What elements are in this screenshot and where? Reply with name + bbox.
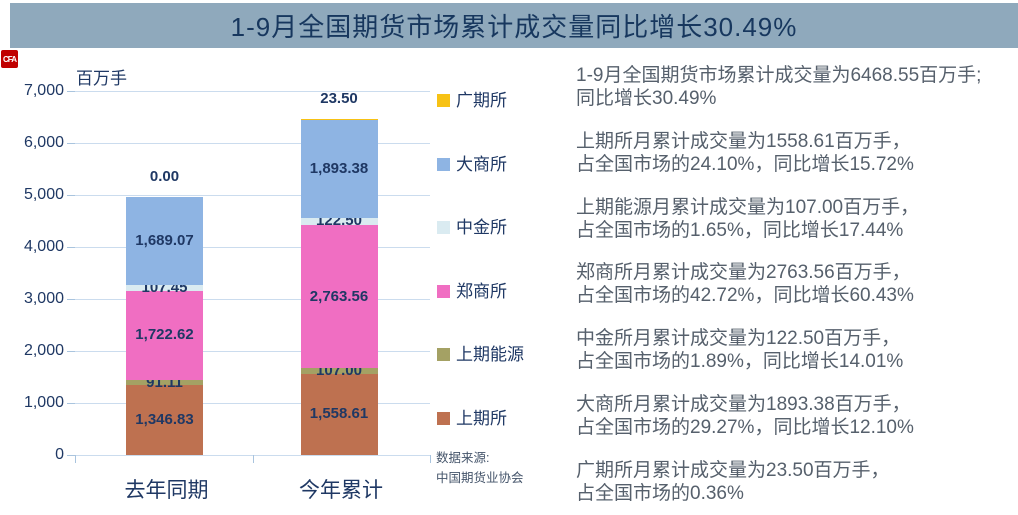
legend-swatch-icon	[437, 284, 450, 298]
legend-item-上期所: 上期所	[437, 409, 507, 428]
annotation-line: 1-9月全国期货市场累计成交量为6468.55百万手;	[576, 65, 982, 86]
x-axis-tick	[75, 455, 76, 463]
y-axis-tick	[67, 91, 75, 92]
data-source-name: 中国期货业协会	[436, 471, 524, 485]
bar-value-label: 0.00	[149, 168, 180, 186]
y-tick-label: 7,000	[23, 82, 64, 99]
y-tick-label: 0	[55, 446, 64, 463]
annotation-paragraph: 大商所月累计成交量为1893.38百万手， 占全国市场的29.27%，同比增长12…	[576, 393, 1016, 439]
annotation-paragraph: 中金所月累计成交量为122.50百万手， 占全国市场的1.89%，同比增长14.0…	[576, 327, 1016, 373]
bar-value-label: 1,893.38	[309, 160, 369, 178]
gridline	[75, 351, 430, 352]
y-tick-label: 5,000	[23, 186, 64, 203]
legend-label: 大商所	[456, 154, 507, 174]
y-tick-label: 3,000	[23, 290, 64, 307]
legend-swatch-icon	[437, 348, 450, 362]
cfa-logo-icon: CFA	[1, 50, 18, 68]
bar-value-label: 1,689.07	[135, 232, 194, 250]
gridline	[75, 143, 430, 144]
annotation-line: 占全国市场的29.27%，同比增长12.10%	[576, 417, 914, 438]
legend-label: 郑商所	[456, 281, 507, 301]
x-axis-label: 今年累计	[299, 479, 383, 502]
title-bar: 1-9月全国期货市场累计成交量同比增长30.49%	[10, 3, 1018, 48]
annotation-line: 广期所月累计成交量为23.50百万手，	[576, 459, 890, 481]
y-axis-tick	[67, 299, 75, 300]
legend-swatch-icon	[437, 94, 450, 107]
y-axis-tick	[67, 143, 75, 144]
annotation-paragraph: 上期所月累计成交量为1558.61百万手， 占全国市场的24.10%，同比增长15…	[576, 130, 1016, 176]
x-axis-label: 去年同期	[124, 479, 209, 502]
legend-swatch-icon	[437, 221, 450, 235]
y-axis-tick	[67, 403, 75, 404]
y-tick-label: 4,000	[23, 238, 64, 255]
legend-item-广期所: 广期所	[437, 91, 507, 110]
bar-segment-上期所	[300, 373, 378, 455]
gridline	[75, 299, 430, 300]
legend-label: 上期所	[456, 409, 507, 428]
y-tick-label: 2,000	[23, 342, 64, 359]
gridline	[75, 247, 430, 248]
x-axis-tick	[430, 455, 431, 463]
annotation-line: 占全国市场的1.65%，同比增长17.44%	[576, 219, 904, 241]
legend-item-郑商所: 郑商所	[437, 282, 507, 301]
bar-segment-大商所	[126, 197, 203, 286]
bar-value-label: 2,763.56	[309, 287, 369, 305]
annotation-line: 占全国市场的24.10%，同比增长15.72%	[576, 153, 914, 175]
annotation-paragraph: 1-9月全国期货市场累计成交量为6468.55百万手; 同比增长30.49%	[576, 64, 1016, 110]
y-axis-tick	[67, 195, 75, 196]
annotation-line: 占全国市场的1.89%，同比增长14.01%	[576, 351, 904, 373]
y-axis-unit-label: 百万手	[76, 69, 127, 88]
gridline	[75, 403, 430, 404]
annotation-line: 中金所月累计成交量为122.50百万手，	[576, 328, 901, 350]
y-axis-tick	[67, 247, 75, 248]
y-tick-label: 6,000	[23, 134, 64, 151]
annotation-paragraph: 郑商所月累计成交量为2763.56百万手， 占全国市场的42.72%，同比增长60…	[576, 261, 1016, 307]
x-axis-tick	[252, 455, 254, 463]
bar-segment-广期所	[300, 118, 378, 120]
data-source-note: 数据来源: 中国期货业协会	[436, 448, 524, 488]
annotation-line: 占全国市场的42.72%，同比增长60.43%	[576, 285, 914, 307]
legend-label: 中金所	[456, 218, 507, 238]
bar-segment-大商所	[300, 119, 378, 219]
legend-swatch-icon	[437, 157, 450, 171]
gridline	[75, 195, 430, 196]
y-tick-label: 1,000	[23, 394, 64, 411]
annotation-paragraph: 广期所月累计成交量为23.50百万手， 占全国市场的0.36%	[576, 459, 1016, 505]
bar-segment-中金所	[126, 285, 203, 291]
bar-segment-上期能源	[300, 368, 378, 374]
y-axis-tick	[67, 351, 75, 352]
annotation-line: 同比增长30.49%	[576, 88, 717, 109]
legend-item-上期能源: 上期能源	[437, 345, 524, 364]
bar-segment-郑商所	[300, 224, 378, 369]
legend-swatch-icon	[437, 412, 450, 425]
annotation-line: 上期能源月累计成交量为107.00百万手，	[576, 196, 920, 218]
bar-value-label: 1,722.62	[135, 326, 194, 344]
legend-item-中金所: 中金所	[437, 218, 507, 237]
bar-segment-上期所	[126, 384, 203, 455]
legend-item-大商所: 大商所	[437, 155, 507, 174]
bar-segment-郑商所	[126, 290, 203, 381]
bar-value-label: 23.50	[320, 89, 358, 107]
gridline	[75, 91, 430, 92]
legend-label: 上期能源	[456, 345, 524, 365]
annotation-paragraph: 上期能源月累计成交量为107.00百万手， 占全国市场的1.65%，同比增长17.…	[576, 196, 1016, 242]
bar-segment-中金所	[300, 218, 378, 225]
annotation-line: 上期所月累计成交量为1558.61百万手，	[576, 130, 911, 152]
y-axis-tick	[67, 455, 75, 456]
data-source-label: 数据来源:	[436, 451, 490, 465]
bar-value-label: 1,558.61	[309, 405, 369, 423]
page-title: 1-9月全国期货市场累计成交量同比增长30.49%	[230, 12, 798, 42]
legend-label: 广期所	[456, 91, 507, 110]
annotation-line: 郑商所月累计成交量为2763.56百万手，	[576, 262, 911, 284]
annotation-line: 大商所月累计成交量为1893.38百万手，	[576, 394, 911, 415]
bar-segment-上期能源	[126, 380, 203, 385]
annotation-line: 占全国市场的0.36%	[576, 482, 744, 504]
bar-value-label: 1,346.83	[135, 410, 194, 428]
